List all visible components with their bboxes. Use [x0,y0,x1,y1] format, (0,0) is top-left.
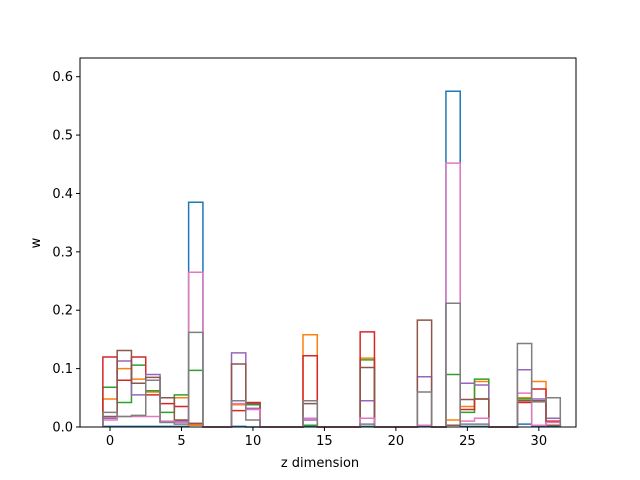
y-axis-label: w [29,237,44,248]
y-tick-label: 0.2 [52,304,73,319]
y-tick-label: 0.4 [52,187,73,202]
y-tick-label: 0.5 [52,129,73,144]
y-tick-label: 0.0 [52,421,73,436]
x-tick-label: 30 [531,434,548,449]
y-axis-ticks: 0.0 0.1 0.2 0.3 0.4 0.5 0.6 [52,70,80,436]
y-tick-label: 0.6 [52,70,73,85]
plot-frame [79,57,577,428]
x-tick-label: 25 [459,434,476,449]
x-tick-label: 5 [177,434,185,449]
x-tick-label: 0 [106,434,114,449]
x-tick-label: 20 [388,434,405,449]
x-tick-label: 15 [316,434,333,449]
x-tick-label: 10 [245,434,262,449]
y-tick-label: 0.3 [52,245,73,260]
y-tick-label: 0.1 [52,362,73,377]
x-axis-label: z dimension [281,456,359,471]
x-axis-ticks: 0 5 10 15 20 25 30 [106,427,547,449]
